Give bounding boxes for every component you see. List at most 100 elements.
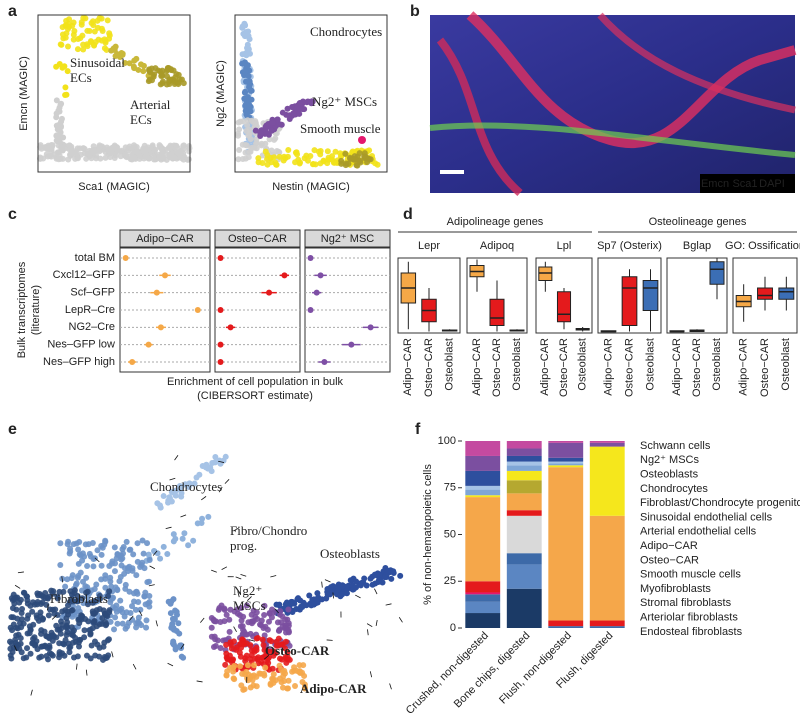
cell-dot xyxy=(269,675,276,682)
cell-dot xyxy=(71,27,78,34)
x-tick-label: Osteoblast xyxy=(577,338,589,391)
cell-dot xyxy=(216,457,223,464)
velocity-arrow xyxy=(233,626,237,633)
cell-dot xyxy=(123,151,130,158)
cell-dot xyxy=(144,540,151,547)
cell-dot xyxy=(98,15,105,22)
cell-dot xyxy=(80,15,87,22)
cell-dot xyxy=(245,132,252,139)
y-axis-label: (literature) xyxy=(30,285,42,335)
legend-label: Adipo−CAR xyxy=(640,540,698,552)
cell-dot xyxy=(85,618,92,625)
cell-dot xyxy=(272,650,279,657)
cell-dot xyxy=(328,156,335,163)
cell-dot xyxy=(131,57,138,64)
cell-dot xyxy=(347,577,354,584)
cell-dot xyxy=(47,606,54,613)
bar-segment xyxy=(506,564,542,589)
cluster-label: ECs xyxy=(130,112,152,127)
plot-frame xyxy=(466,257,528,334)
cell-dot xyxy=(143,624,150,631)
cell-dot xyxy=(265,618,272,625)
cell-dot xyxy=(118,562,125,569)
velocity-arrow xyxy=(169,477,176,481)
cell-dot xyxy=(135,66,142,73)
cell-dot xyxy=(240,641,247,648)
cell-dot xyxy=(253,635,260,642)
cell-dot xyxy=(289,668,296,675)
cell-dot xyxy=(120,543,127,550)
dot xyxy=(145,341,152,348)
panel-letter: c xyxy=(8,206,17,223)
cell-dot xyxy=(294,151,301,158)
cell-dot xyxy=(262,148,269,155)
cell-dot xyxy=(56,125,63,132)
cell-dot xyxy=(397,572,404,579)
box xyxy=(621,276,638,326)
cell-dot xyxy=(30,599,37,606)
group-title: Adipolineage genes xyxy=(447,216,544,228)
cell-dot xyxy=(89,625,96,632)
velocity-arrow xyxy=(211,569,217,573)
cell-dot xyxy=(178,155,185,162)
x-tick-label: Flush, non-digested xyxy=(497,630,574,707)
cell-dot xyxy=(146,76,153,83)
cell-dot xyxy=(140,68,147,75)
cell-dot xyxy=(117,54,124,61)
cell-dot xyxy=(136,620,143,627)
cell-dot xyxy=(125,619,132,626)
cell-dot xyxy=(227,639,234,646)
cell-dot xyxy=(215,606,222,613)
cell-dot xyxy=(97,155,104,162)
velocity-arrow xyxy=(233,527,240,532)
y-tick-label: 0 xyxy=(450,622,456,634)
cell-dot xyxy=(107,574,114,581)
cell-dot xyxy=(233,646,240,653)
cell-dot xyxy=(18,610,25,617)
cell-dot xyxy=(242,142,249,149)
cell-dot xyxy=(362,153,369,160)
plot-frame xyxy=(597,257,662,334)
cell-dot xyxy=(277,608,284,615)
panel-letter: f xyxy=(415,421,421,438)
legend-label: Fibroblast/Chondrocyte progenitors xyxy=(640,497,800,509)
cell-dot xyxy=(388,575,395,582)
cell-dot xyxy=(80,600,87,607)
cell-dot xyxy=(253,609,260,616)
cell-dot xyxy=(59,31,66,38)
cell-dot xyxy=(117,597,124,604)
cluster-label: Chondrocytes xyxy=(310,24,382,39)
cell-dot xyxy=(267,681,274,688)
velocity-arrow xyxy=(196,680,203,683)
cell-dot xyxy=(332,148,339,155)
cell-dot xyxy=(167,600,174,607)
cell-dot xyxy=(323,595,330,602)
cell-dot xyxy=(62,91,69,98)
dot xyxy=(281,272,288,279)
cell-dot xyxy=(81,627,88,634)
cell-dot xyxy=(156,142,163,149)
cell-dot xyxy=(156,154,163,161)
cell-dot xyxy=(78,614,85,621)
cell-dot xyxy=(90,18,97,25)
cell-dot xyxy=(170,531,177,538)
cell-dot xyxy=(180,80,187,87)
cell-dot xyxy=(75,572,82,579)
y-axis-label: Bulk transcriptomes xyxy=(16,261,28,358)
cell-dot xyxy=(303,99,310,106)
cell-dot xyxy=(108,147,115,154)
bar-segment xyxy=(548,620,584,627)
cluster-label: Ng2⁺ xyxy=(233,583,262,598)
cell-dot xyxy=(146,556,153,563)
cell-dot xyxy=(82,541,89,548)
dot xyxy=(129,359,136,365)
cell-dot xyxy=(279,613,286,620)
facet-title: Osteo−CAR xyxy=(228,233,287,245)
box xyxy=(642,280,659,311)
facet-title: Adipo−CAR xyxy=(136,233,194,245)
cell-dot xyxy=(342,150,349,157)
cell-dot xyxy=(303,602,310,609)
x-tick-label: Osteo−CAR xyxy=(423,338,435,397)
bar-segment xyxy=(465,594,501,602)
cell-dot xyxy=(75,546,82,553)
